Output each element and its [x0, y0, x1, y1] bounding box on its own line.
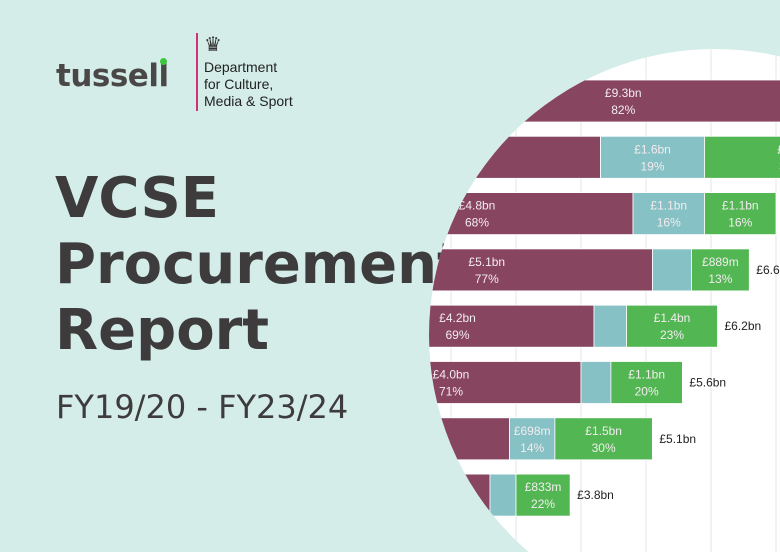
segment-value-label: £1.6bn	[634, 142, 671, 156]
bar-segment	[429, 135, 601, 179]
bar-segment	[600, 135, 705, 179]
title-line-1: VCSE	[55, 166, 220, 231]
segment-value-label: £4.2bn	[439, 311, 476, 325]
tussell-logo: tussell	[56, 58, 169, 94]
logo-dot	[160, 58, 167, 65]
bar-segment	[704, 135, 780, 179]
bar-segment	[429, 79, 780, 123]
bar-total-label: £5.1bn	[659, 432, 696, 446]
bar-segment	[610, 361, 683, 404]
department-logo-text: Department for Culture, Media & Sport	[204, 59, 293, 110]
bar-segment	[580, 361, 612, 404]
dept-line-3: Media & Sport	[204, 93, 293, 109]
title-line-2: Procurement	[55, 232, 464, 297]
bar-total-label: £3.8bn	[577, 488, 614, 502]
segment-percent-label: 19%	[640, 159, 664, 173]
bar-total-label: £5.6bn	[689, 376, 726, 390]
bar-segment	[554, 417, 653, 461]
segment-value-label: £1.4bn	[654, 311, 691, 325]
segment-percent-label: 20%	[635, 385, 659, 399]
bar-segment	[429, 304, 595, 348]
bar-segment	[632, 192, 705, 236]
bar-segment	[429, 473, 491, 517]
segment-value-label: £5.1bn	[468, 255, 505, 269]
bar-total-label: £6.6	[756, 263, 780, 277]
segment-percent-label: 16%	[728, 216, 752, 230]
dept-line-2: for Culture,	[204, 76, 274, 92]
segment-percent-label: 68%	[465, 216, 489, 230]
bar-segment	[489, 473, 517, 517]
bar-segment	[593, 304, 627, 348]
segment-value-label: £1.5bn	[585, 424, 622, 438]
dept-line-1: Department	[204, 59, 278, 75]
segment-percent-label: 14%	[520, 441, 544, 455]
report-period: FY19/20 - FY23/24	[56, 388, 349, 426]
segment-percent-label: 23%	[660, 328, 684, 342]
bar-segment	[626, 304, 718, 348]
segment-percent-label: 22%	[531, 497, 555, 511]
bar-segment	[704, 192, 777, 236]
segment-value-label: £4.0bn	[433, 368, 470, 382]
segment-percent-label: 71%	[439, 385, 463, 399]
segment-value-label: £1.1bn	[628, 368, 665, 382]
title-line-3: Report	[55, 298, 270, 363]
bar-segment	[429, 417, 510, 461]
segment-value-label: £9.3bn	[605, 86, 642, 100]
royal-crest-icon: ♛	[204, 32, 222, 56]
bar-segment	[652, 248, 692, 292]
segment-value-label: £698m	[514, 424, 551, 438]
segment-percent-label: 13%	[708, 272, 732, 286]
bar-segment	[691, 248, 750, 292]
segment-value-label: £2.	[777, 142, 780, 156]
segment-percent-label: 69%	[445, 328, 469, 342]
segment-percent-label: 16%	[657, 216, 681, 230]
segment-value-label: £1.1bn	[722, 199, 759, 213]
bar-segment	[509, 417, 556, 461]
segment-percent-label: 77%	[475, 272, 499, 286]
segment-percent-label: 82%	[611, 103, 635, 117]
segment-percent-label: 30%	[592, 441, 616, 455]
segment-value-label: £889m	[702, 255, 739, 269]
logo-divider	[196, 33, 198, 111]
report-title: VCSE Procurement Report	[55, 166, 464, 364]
bar-total-label: £6.2bn	[725, 319, 762, 333]
segment-value-label: £4.8bn	[459, 199, 496, 213]
segment-value-label: £833m	[525, 480, 562, 494]
bar-segment	[515, 473, 571, 517]
segment-value-label: £1.1bn	[650, 199, 687, 213]
